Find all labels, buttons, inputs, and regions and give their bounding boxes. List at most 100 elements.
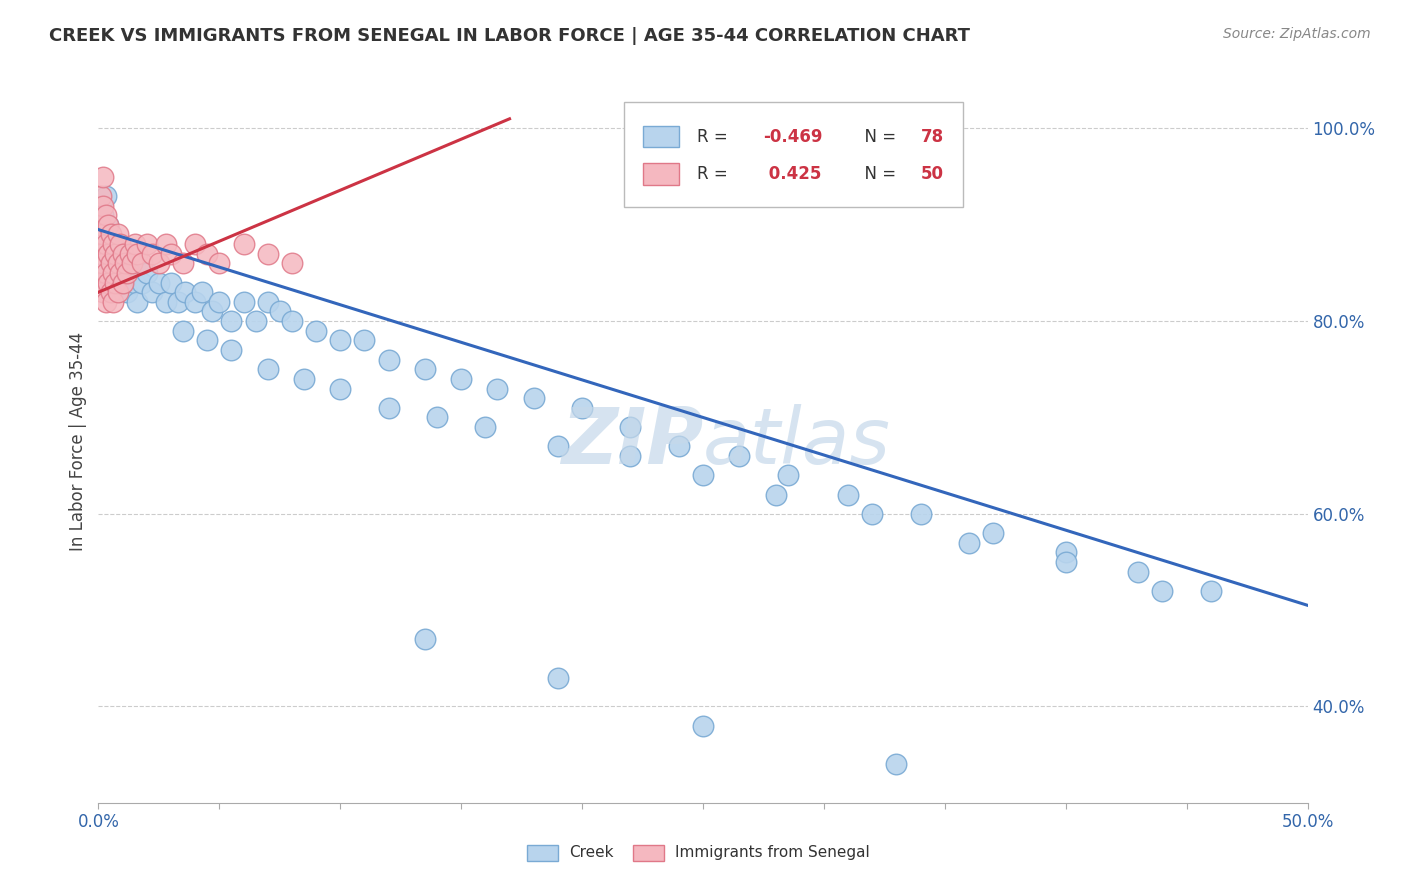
Point — [91, 208, 114, 222]
Point — [94, 208, 117, 222]
Point — [167, 294, 190, 309]
Point — [184, 237, 207, 252]
Text: -0.469: -0.469 — [763, 128, 823, 145]
Point — [117, 285, 139, 300]
Point — [692, 468, 714, 483]
Point — [353, 334, 375, 348]
Point — [172, 324, 194, 338]
Text: 78: 78 — [921, 128, 943, 145]
Point — [692, 719, 714, 733]
Text: R =: R = — [697, 128, 733, 145]
Text: 0.425: 0.425 — [763, 165, 823, 183]
Point — [114, 256, 136, 270]
Point — [104, 256, 127, 270]
Point — [191, 285, 214, 300]
Point — [118, 266, 141, 280]
Point — [100, 227, 122, 242]
Point — [131, 256, 153, 270]
Point — [426, 410, 449, 425]
Text: Creek: Creek — [569, 846, 614, 860]
Text: atlas: atlas — [703, 403, 891, 480]
Point — [91, 256, 114, 270]
Point — [256, 246, 278, 260]
Point — [108, 237, 131, 252]
Point — [281, 256, 304, 270]
Point — [97, 266, 120, 280]
Point — [94, 294, 117, 309]
Text: N =: N = — [855, 128, 901, 145]
Point — [305, 324, 328, 338]
Point — [1054, 555, 1077, 569]
Point — [155, 294, 177, 309]
Text: Immigrants from Senegal: Immigrants from Senegal — [675, 846, 870, 860]
Point — [256, 294, 278, 309]
Point — [108, 266, 131, 280]
Point — [111, 246, 134, 260]
Point — [232, 294, 254, 309]
Point — [97, 246, 120, 260]
Point — [141, 285, 163, 300]
Point — [523, 391, 546, 405]
Point — [195, 334, 218, 348]
Text: Source: ZipAtlas.com: Source: ZipAtlas.com — [1223, 27, 1371, 41]
Point — [97, 218, 120, 232]
Point — [94, 256, 117, 270]
Text: 50: 50 — [921, 165, 943, 183]
Point — [90, 246, 112, 260]
Point — [765, 487, 787, 501]
Y-axis label: In Labor Force | Age 35-44: In Labor Force | Age 35-44 — [69, 332, 87, 551]
Point — [107, 256, 129, 270]
Point — [1199, 583, 1222, 598]
Point — [124, 237, 146, 252]
Point — [571, 401, 593, 415]
Point — [160, 246, 183, 260]
Point — [107, 246, 129, 260]
Point — [860, 507, 883, 521]
Point — [111, 276, 134, 290]
Point — [117, 266, 139, 280]
Point — [957, 535, 980, 549]
Point — [101, 294, 124, 309]
Point — [269, 304, 291, 318]
Point — [450, 372, 472, 386]
Point — [135, 237, 157, 252]
Point — [195, 246, 218, 260]
Point — [172, 256, 194, 270]
Point — [108, 266, 131, 280]
Point — [131, 276, 153, 290]
Point — [148, 276, 170, 290]
Point — [329, 382, 352, 396]
Point — [91, 227, 114, 242]
Point — [256, 362, 278, 376]
Point — [155, 237, 177, 252]
Point — [101, 237, 124, 252]
Point — [886, 757, 908, 772]
Point — [1128, 565, 1150, 579]
Point — [100, 276, 122, 290]
Point — [160, 276, 183, 290]
FancyBboxPatch shape — [624, 102, 963, 207]
Point — [1054, 545, 1077, 559]
Point — [377, 352, 399, 367]
Point — [148, 256, 170, 270]
Point — [90, 227, 112, 242]
Point — [547, 671, 569, 685]
Point — [245, 314, 267, 328]
Point — [91, 169, 114, 184]
Point — [413, 362, 436, 376]
Point — [91, 198, 114, 212]
Point — [776, 468, 799, 483]
Point — [101, 246, 124, 260]
Point — [100, 237, 122, 252]
Point — [201, 304, 224, 318]
Point — [127, 294, 149, 309]
Point — [94, 266, 117, 280]
Point — [413, 632, 436, 646]
Point — [377, 401, 399, 415]
Point — [547, 439, 569, 453]
Point — [619, 449, 641, 463]
Point — [127, 246, 149, 260]
Point — [486, 382, 509, 396]
Point — [668, 439, 690, 453]
Point — [104, 246, 127, 260]
